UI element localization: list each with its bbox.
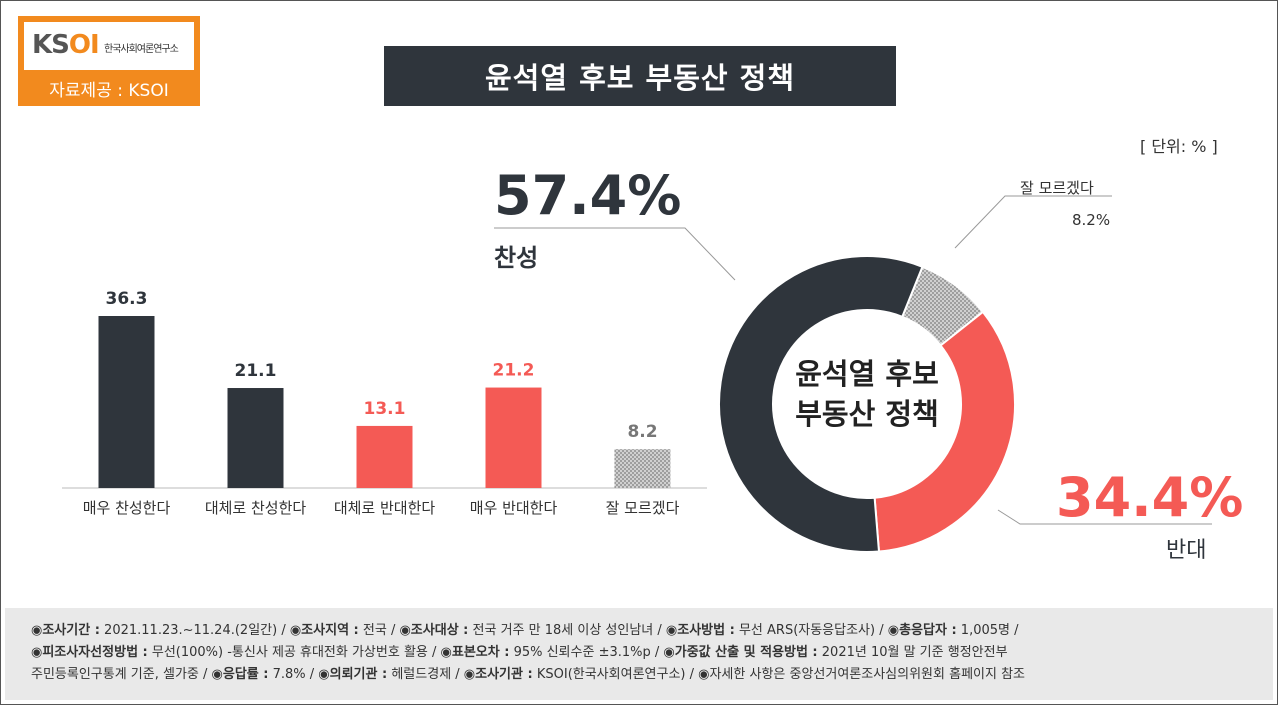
footer-l2-value-3: 2021년 10월 말 기준 행정안전부	[817, 645, 1008, 660]
footer-l3-value-3: 헤럴드경제 /	[387, 667, 464, 682]
footer-l2-key-1: ◉피조사자선정방법 :	[31, 645, 148, 660]
donut-center-line2: 부동산 정책	[795, 397, 939, 431]
bar-2	[227, 388, 284, 488]
logo-sub: 한국사회여론연구소	[104, 44, 179, 55]
bar-category-label-4: 매우 반대한다	[470, 499, 558, 517]
logo-brand: KSOI	[32, 30, 100, 60]
chart-canvas: 36.3 매우 찬성한다 21.1 대체로 찬성한다 13.1 대체로 반대한다 21.2 매…	[62, 195, 1212, 553]
donut-slice-3	[718, 255, 924, 553]
bar-1	[98, 316, 155, 488]
footer-l3-value-5: ◉자세한 사항은 중앙선거여론조사심의위원회 홈페이지 참조	[698, 667, 1025, 682]
footer-l1-value-2: 전국 /	[358, 623, 400, 638]
footer-l2-value-2: 95% 신뢰수준 ±3.1%p /	[509, 645, 664, 660]
bar-value-label-3: 13.1	[364, 399, 406, 419]
bar-5	[614, 449, 671, 488]
footer-l1-key-3: ◉조사대상 :	[399, 623, 469, 638]
oppose-leader-line	[997, 509, 1212, 525]
footer-l3-key-2: ◉응답률 :	[211, 667, 269, 682]
bar-category-label-5: 잘 모르겠다	[606, 499, 680, 517]
logo-brand-accent: OI	[68, 30, 100, 60]
footer-l1-value-3: 전국 거주 만 18세 이상 성인남녀 /	[468, 623, 666, 638]
donut-slice-2	[873, 310, 1016, 553]
footer-l2-value-1: 무선(100%) -통신사 제공 휴대전화 가상번호 활용 /	[147, 645, 441, 660]
dont-know-label: 잘 모르겠다	[1020, 179, 1094, 197]
footer-l3-value-2: 7.8% /	[268, 667, 319, 682]
footer-l3-value-1: 주민등록인구통계 기준, 셀가중 /	[31, 667, 212, 682]
page-title: 윤석열 후보 부동산 정책	[384, 46, 896, 106]
bar-category-label-2: 대체로 찬성한다	[205, 499, 307, 517]
footer-notes: ◉조사기간 : 2021.11.23.~11.24.(2일간) / ◉조사지역 …	[5, 608, 1273, 700]
footer-l1-key-4: ◉조사방법 :	[665, 623, 735, 638]
agree-label: 찬성	[494, 244, 539, 272]
logo-inner: KSOI 한국사회여론연구소	[24, 22, 194, 70]
bar-value-label-2: 21.1	[235, 361, 277, 381]
footer-l1-value-1: 2021.11.23.~11.24.(2일간) /	[99, 623, 290, 638]
footer-l2-key-2: ◉표본오차 :	[440, 645, 510, 660]
bar-category-label-3: 대체로 반대한다	[334, 499, 436, 517]
bar-3	[356, 425, 413, 488]
dont-know-value: 8.2%	[1072, 211, 1111, 229]
agree-percent: 57.4%	[494, 164, 682, 227]
oppose-label: 반대	[1166, 538, 1207, 563]
dk-leader-line	[954, 195, 1112, 249]
bar-4	[485, 387, 542, 488]
bar-value-label-5: 8.2	[627, 422, 657, 442]
footer-line-2: ◉피조사자선정방법 : 무선(100%) -통신사 제공 휴대전화 가상번호 활…	[31, 641, 1008, 660]
footer-l1-key-2: ◉조사지역 :	[289, 623, 359, 638]
footer-l1-key-5: ◉총응답자 :	[887, 623, 957, 638]
footer-l2-key-3: ◉가중값 산출 및 적용방법 :	[663, 645, 818, 660]
footer-l1-key-1: ◉조사기간 :	[31, 623, 100, 638]
footer-line-1: ◉조사기간 : 2021.11.23.~11.24.(2일간) / ◉조사지역 …	[31, 619, 1019, 638]
bar-value-label-4: 21.2	[493, 361, 535, 381]
donut-center-line1: 윤석열 후보	[795, 357, 939, 391]
footer-l3-key-3: ◉의뢰기관 :	[318, 667, 388, 682]
bar-value-label-1: 36.3	[106, 289, 148, 309]
logo-source: 자료제공 : KSOI	[49, 81, 169, 101]
logo-box: KSOI 한국사회여론연구소 자료제공 : KSOI	[18, 16, 200, 106]
footer-l3-key-4: ◉조사기관 :	[463, 667, 533, 682]
footer-line-3: 주민등록인구통계 기준, 셀가중 / ◉응답률 : 7.8% / ◉의뢰기관 :…	[31, 663, 1025, 682]
bar-category-label-1: 매우 찬성한다	[83, 499, 171, 517]
footer-l3-value-4: KSOI(한국사회여론연구소) /	[532, 667, 699, 682]
footer-l1-value-5: 1,005명 /	[956, 623, 1019, 638]
footer-l1-value-4: 무선 ARS(자동응답조사) /	[734, 623, 888, 638]
donut-center-text: 윤석열 후보 부동산 정책	[760, 354, 974, 434]
unit-label: [ 단위: % ]	[1140, 137, 1218, 156]
oppose-percent: 34.4%	[1056, 466, 1244, 529]
agree-leader-line	[494, 227, 736, 281]
